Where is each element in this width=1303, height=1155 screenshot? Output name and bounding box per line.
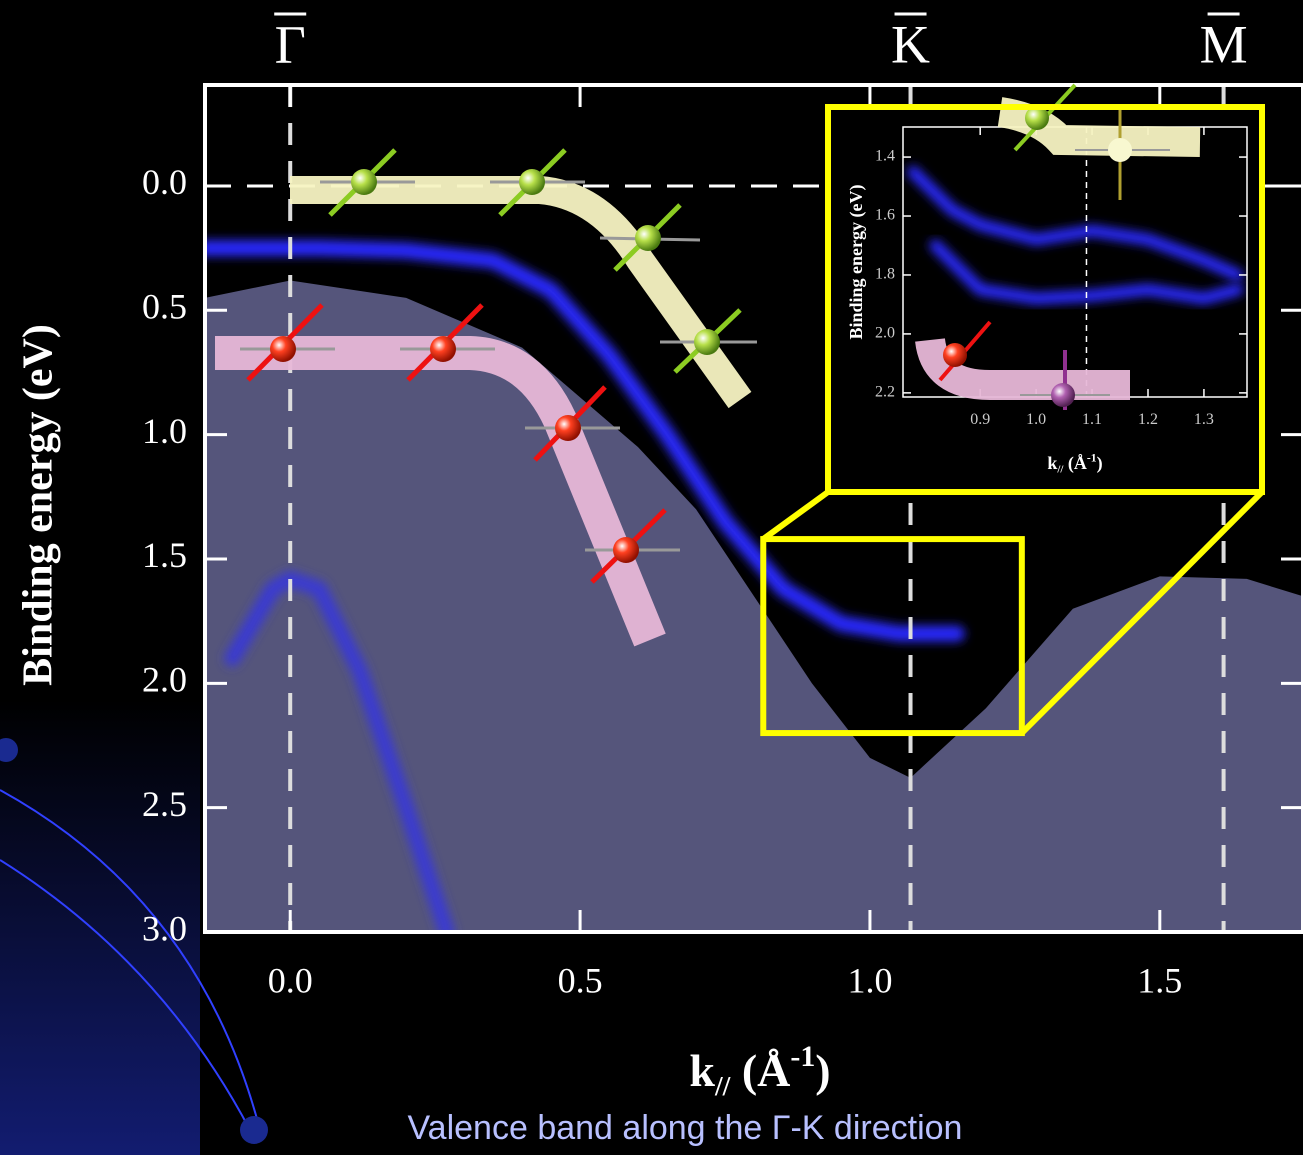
- symmetry-label: K: [891, 14, 930, 74]
- y-tick-label: 2.0: [142, 660, 187, 700]
- y-tick-label: 1.0: [142, 411, 187, 451]
- electron: [613, 537, 639, 563]
- x-tick-label: 1.0: [1026, 411, 1046, 428]
- x-axis-label-part: k: [1047, 453, 1057, 473]
- y-tick-label: 3.0: [142, 908, 187, 948]
- y-tick-label: 1.8: [875, 266, 895, 283]
- x-tick-label: 1.0: [847, 960, 892, 1000]
- electron: [270, 336, 296, 362]
- y-tick-label: 1.5: [142, 535, 187, 575]
- y-tick-label: 0.0: [142, 162, 187, 202]
- electron: [694, 329, 720, 355]
- x-axis-label-part: -1: [790, 1040, 815, 1073]
- electron: [943, 343, 967, 367]
- x-tick-label: 0.5: [558, 960, 603, 1000]
- x-tick-label: 1.5: [1137, 960, 1182, 1000]
- y-axis-label: Binding energy (eV): [16, 324, 62, 686]
- y-tick-label: 2.0: [875, 325, 895, 342]
- y-tick-label: 1.4: [875, 148, 895, 165]
- x-axis-label-part: -1: [1087, 451, 1097, 464]
- x-axis-label-part: ): [1097, 453, 1103, 474]
- caption: Valence band along the Γ-K direction: [408, 1109, 963, 1147]
- y-tick-label: 2.2: [875, 384, 895, 401]
- x-axis-label: k// (Å-1): [689, 1040, 830, 1101]
- x-axis-label-part: (Å: [730, 1045, 790, 1096]
- x-axis-label-part: //: [714, 1070, 731, 1101]
- background-dot: [240, 1116, 268, 1144]
- electron: [1051, 383, 1075, 407]
- x-axis-label-part: ): [815, 1045, 830, 1096]
- electron: [430, 336, 456, 362]
- x-tick-label: 0.9: [970, 411, 990, 428]
- y-tick-label: 0.5: [142, 287, 187, 327]
- electron: [351, 169, 377, 195]
- y-axis-label: Binding energy (eV): [846, 184, 867, 339]
- x-axis-label-part: k: [689, 1045, 715, 1096]
- x-tick-label: 0.0: [268, 960, 313, 1000]
- x-axis-label-part: (Å: [1063, 453, 1087, 474]
- electron: [555, 415, 581, 441]
- x-tick-label: 1.3: [1194, 411, 1214, 428]
- symmetry-label: M: [1200, 14, 1248, 74]
- slide: Γ K M 0.0 0.5 1.0 1.5 0.0 0.5 1.0 1.5 2.0 2.5 3.0 k// …: [0, 0, 1303, 1155]
- electron: [635, 225, 661, 251]
- x-tick-label: 1.2: [1138, 411, 1158, 428]
- y-tick-label: 1.6: [875, 207, 895, 224]
- electron: [1108, 138, 1132, 162]
- electron: [519, 169, 545, 195]
- symmetry-label: Γ: [275, 14, 306, 74]
- y-tick-label: 2.5: [142, 784, 187, 824]
- x-tick-label: 1.1: [1082, 411, 1102, 428]
